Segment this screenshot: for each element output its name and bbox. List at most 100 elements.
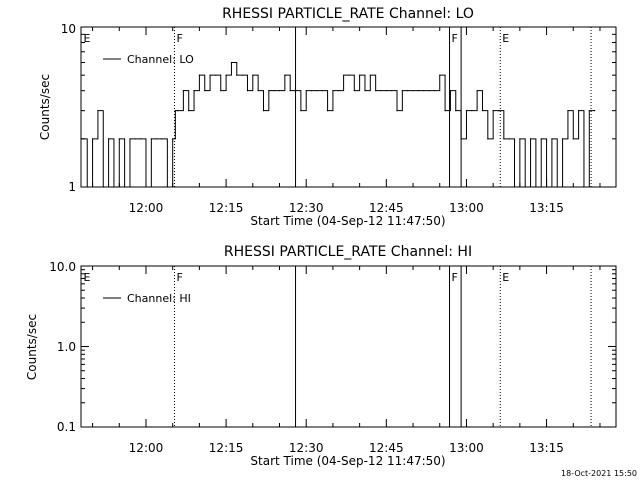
panel-lo-data-point: [284, 74, 286, 76]
panel-lo-data-point: [225, 74, 227, 76]
panel-lo-title: RHESSI PARTICLE_RATE Channel: LO: [222, 6, 474, 22]
panel-lo-data-point: [561, 138, 564, 140]
panel-lo-data-point: [588, 110, 590, 112]
panel-lo-data-point: [326, 110, 329, 112]
panel-lo-data-point: [471, 110, 473, 112]
panel-lo-frame: [80, 26, 617, 188]
panel-lo-series-line: [81, 61, 595, 188]
panel-lo-data-point: [503, 138, 505, 140]
panel-lo-data-point: [428, 90, 430, 92]
panel-lo-data-point: [289, 90, 291, 92]
panel-lo-data-point: [594, 110, 596, 112]
panel-lo-data-point: [321, 90, 323, 92]
panel-lo-data-point: [444, 110, 446, 112]
panel-lo-xtick-label: 12:00: [129, 201, 164, 215]
panel-lo-data-point: [364, 90, 366, 92]
panel-lo-data-point: [529, 138, 532, 140]
panel-lo-data-point: [551, 138, 553, 140]
panel-lo-data-point: [460, 138, 462, 140]
panel-lo-data-point: [193, 90, 195, 92]
panel-hi-xtick-label: 12:45: [369, 441, 404, 455]
panel-lo-data-point: [134, 138, 136, 140]
panel-lo-xtick-label: 12:15: [209, 201, 244, 215]
panel-lo-data-point: [540, 138, 542, 140]
panel-hi-xtick-label: 12:00: [129, 441, 164, 455]
panel-lo-data-point: [417, 90, 419, 92]
panel-hi-event-label: E: [502, 271, 509, 284]
panel-hi-event-label: F: [176, 271, 182, 284]
panel-lo-data-point: [337, 90, 339, 92]
panel-hi-event-label: E: [83, 271, 90, 284]
panel-lo-data-point: [316, 90, 318, 92]
panel-lo-data-point: [455, 110, 457, 112]
panel-lo-data-point: [107, 138, 110, 140]
panel-lo-data-point: [369, 74, 371, 76]
panel-lo-data-point: [353, 90, 355, 92]
panel-lo-data-point: [129, 138, 131, 140]
panel-hi-ytick-0-1: 0.1: [57, 420, 76, 434]
panel-hi-xtick-label: 12:30: [289, 441, 324, 455]
panel-hi-legend-label: Channel: HI: [127, 292, 191, 305]
panel-lo-xtick-label: 13:15: [529, 201, 564, 215]
panel-lo-data-point: [439, 74, 441, 76]
footer-timestamp: 18-Oct-2021 15:50: [561, 469, 637, 478]
panel-lo-data-point: [278, 90, 281, 92]
panel-lo-data-point: [332, 90, 334, 92]
panel-lo-xtick-label: 12:45: [369, 201, 404, 215]
panel-lo-data-point: [343, 74, 345, 76]
panel-lo-data-point: [220, 90, 222, 92]
panel-hi-ylabel: Counts/sec: [25, 314, 39, 380]
panel-lo-data-point: [174, 110, 176, 112]
panel-lo-data-point: [294, 90, 297, 92]
panel-lo-data-point: [172, 138, 174, 140]
panel-lo-data-point: [578, 110, 580, 112]
panel-lo-data-point: [359, 74, 361, 76]
panel-lo-data-point: [257, 90, 259, 92]
panel-lo-data-point: [268, 90, 270, 92]
panel-lo-data-point: [91, 138, 94, 140]
panel-lo-data-point: [375, 90, 377, 92]
panel-lo-data-point: [241, 74, 243, 76]
panel-lo-data-point: [385, 90, 387, 92]
panel-lo-event-label: F: [176, 32, 182, 45]
panel-lo-data-point: [262, 110, 265, 112]
panel-lo-data-point: [412, 90, 414, 92]
panel-lo-data-point: [236, 74, 238, 76]
panel-lo-data-point: [198, 74, 200, 76]
panel-lo-data-point: [401, 90, 403, 92]
panel-hi: RHESSI PARTICLE_RATE Channel: HI E F F E 10…: [25, 244, 617, 468]
panel-lo-data-point: [310, 90, 313, 92]
panel-lo-xlabel: Start Time (04-Sep-12 11:47:50): [250, 214, 445, 228]
panel-lo-data-point: [519, 138, 521, 140]
panel-lo-ylabel: Counts/sec: [38, 74, 52, 140]
panel-lo-data-point: [81, 138, 83, 140]
panel-lo-data-point: [305, 90, 307, 92]
panel-lo-data-point: [433, 90, 436, 92]
panel-lo-xtick-label: 12:30: [289, 201, 324, 215]
panel-lo-data-point: [230, 61, 233, 64]
panel-lo-data-point: [497, 110, 500, 112]
panel-lo-data-point: [476, 90, 478, 92]
panel-lo-data-point: [273, 90, 275, 92]
panel-lo-data-point: [492, 110, 494, 112]
panel-lo-data-point: [156, 138, 158, 140]
panel-lo-data-point: [391, 90, 393, 92]
panel-lo-data-point: [97, 110, 99, 112]
panel-lo-data-point: [177, 110, 179, 112]
panel-lo-event-label: F: [452, 32, 458, 45]
panel-lo-data-point: [214, 74, 217, 76]
panel-hi-ytick-1: 1.0: [57, 340, 76, 354]
panel-lo-data-point: [118, 138, 120, 140]
panel-lo-data-point: [508, 138, 510, 140]
panel-lo-data-point: [449, 90, 452, 92]
panel-hi-frame: [80, 265, 617, 428]
panel-lo-ytick-1: 1: [68, 180, 76, 194]
panel-lo-data-point: [407, 90, 409, 92]
panel-lo: RHESSI PARTICLE_RATE Channel: LO E F F E 10…: [38, 6, 617, 228]
panel-lo-data-point: [204, 90, 206, 92]
panel-lo-data-point: [572, 138, 574, 140]
panel-lo-data-point: [252, 74, 254, 76]
panel-lo-data-point: [150, 138, 152, 140]
